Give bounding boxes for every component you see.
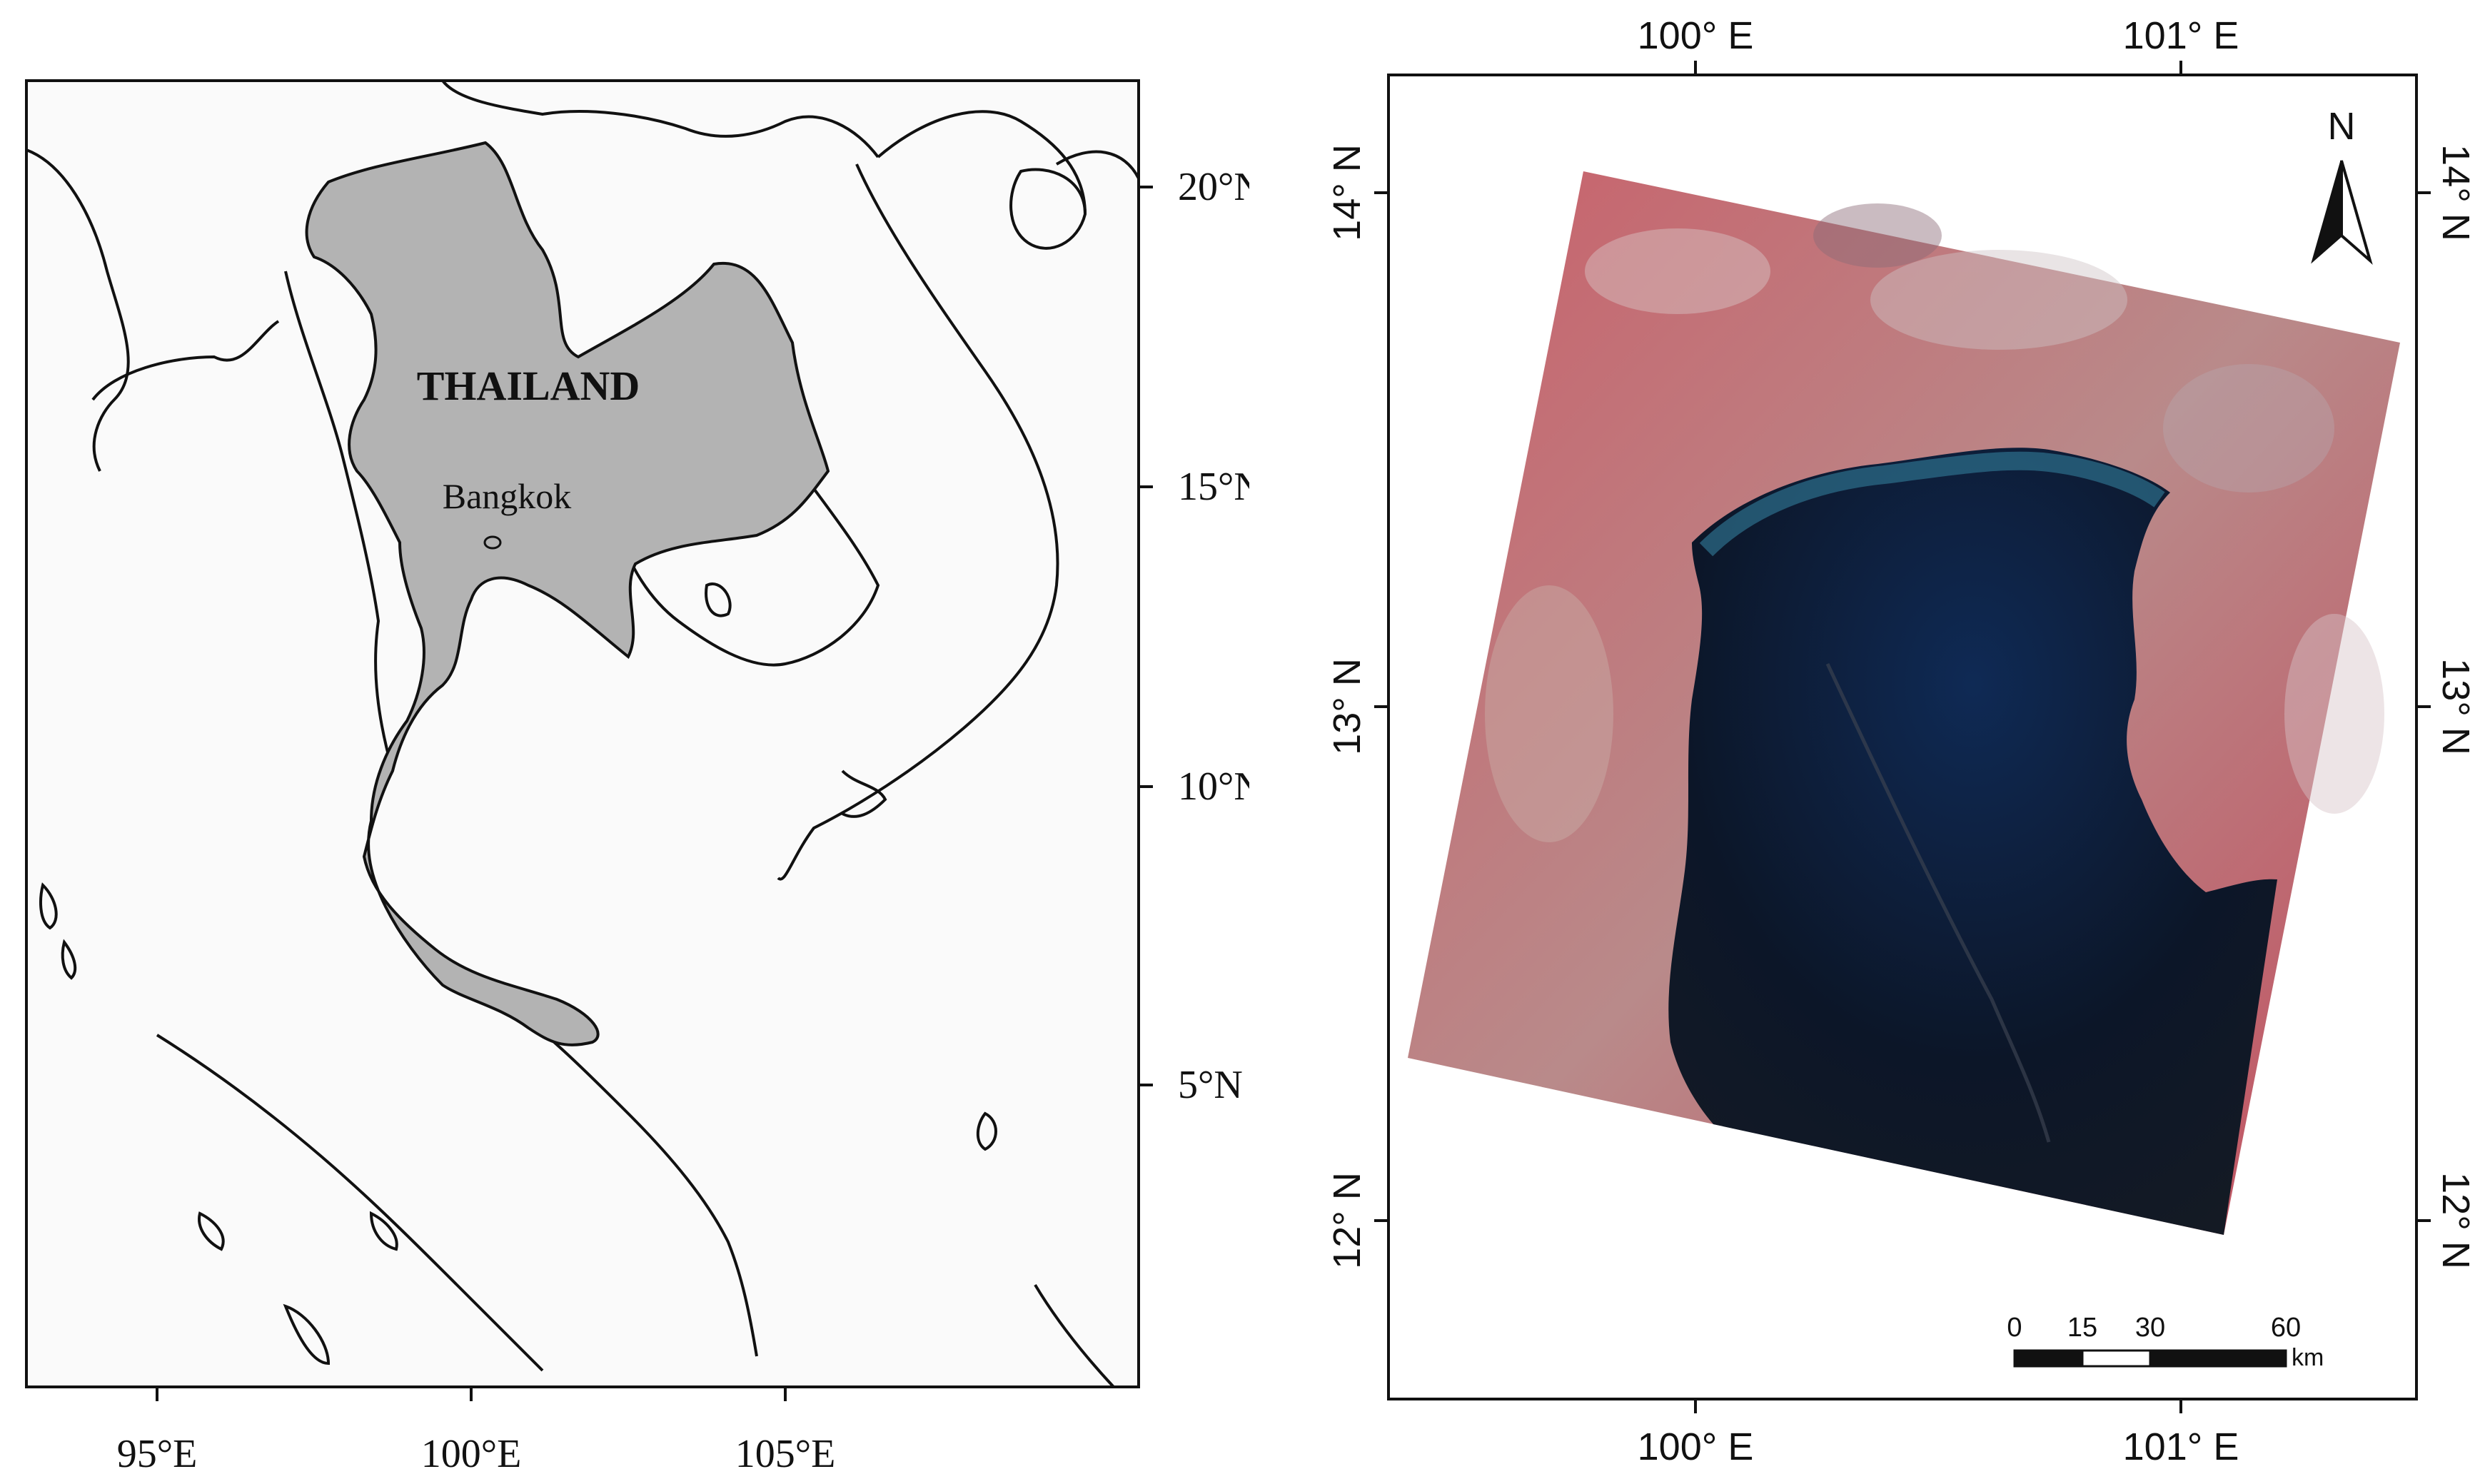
- top-lon-101e: 101° E: [2123, 14, 2239, 57]
- lon-label-95e: 95°E: [117, 1432, 198, 1476]
- bangkok-marker: [483, 535, 502, 550]
- gulf-water: [1668, 448, 2277, 1235]
- thailand-shape: [305, 141, 830, 1046]
- bottom-lon-100e: 100° E: [1638, 1425, 1754, 1468]
- neighbour-coastlines: [26, 79, 1140, 1388]
- scale-bar: 0 15 30 60 km: [2007, 1313, 2324, 1371]
- land-texture: [1485, 203, 2384, 842]
- city-label: Bangkok: [443, 476, 572, 516]
- right-satellite-map: 100° E 101° E 100° E 101° E 14° N 13° N …: [1326, 14, 2477, 1468]
- lon-label-100e: 100°E: [421, 1432, 522, 1476]
- shallow-water-rim: [1699, 451, 2165, 557]
- lat-label-15n: 15°N: [1178, 465, 1249, 509]
- scale-tick-0: 0: [2007, 1313, 2022, 1343]
- top-lon-100e: 100° E: [1638, 14, 1754, 57]
- scale-unit: km: [2292, 1344, 2324, 1371]
- bottom-lon-101e: 101° E: [2123, 1425, 2239, 1468]
- water-streak: [1825, 662, 2051, 1143]
- scale-tick-60: 60: [2271, 1313, 2301, 1343]
- left-lat-13n: 13° N: [1326, 658, 1368, 755]
- lat-label-5n: 5°N: [1178, 1063, 1243, 1107]
- country-label: THAILAND: [417, 363, 640, 409]
- left-lon-ticks: [156, 1387, 787, 1401]
- lon-label-105e: 105°E: [735, 1432, 836, 1476]
- right-lat-13n: 13° N: [2434, 658, 2477, 755]
- right-lat-14n: 14° N: [2434, 144, 2477, 241]
- left-map-frame: [25, 79, 1140, 1388]
- left-lat-12n: 12° N: [1326, 1172, 1368, 1269]
- lat-label-20n: 20°N: [1178, 165, 1249, 209]
- north-label: N: [2328, 105, 2356, 148]
- left-location-map: THAILAND Bangkok 20°N 15°N 10°N 5°N 95°E…: [25, 79, 1249, 1476]
- lat-label-10n: 10°N: [1178, 764, 1249, 809]
- right-lat-12n: 12° N: [2434, 1172, 2477, 1269]
- north-arrow-icon: N: [2311, 105, 2373, 265]
- scale-tick-30: 30: [2135, 1313, 2165, 1343]
- scale-tick-15: 15: [2067, 1313, 2097, 1343]
- left-lat-14n: 14° N: [1326, 144, 1368, 241]
- right-top-ticks: [1374, 61, 2431, 1413]
- left-lat-ticks: [1139, 186, 1153, 1086]
